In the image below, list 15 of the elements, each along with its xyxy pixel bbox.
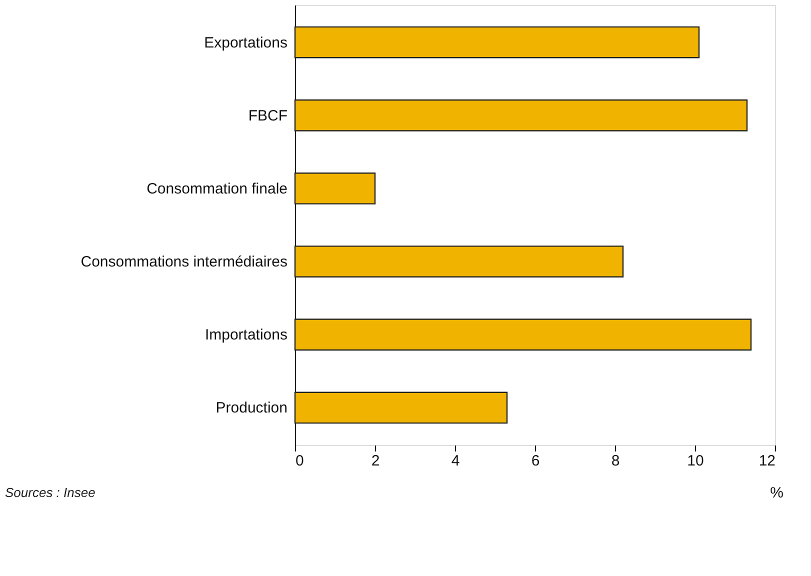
y-tick-label: Importations xyxy=(204,326,288,344)
y-tick-label: Consommation finale xyxy=(146,180,288,198)
y-tick-label: FBCF xyxy=(248,107,288,124)
y-tick-label: Exportations xyxy=(204,34,288,52)
y-tick-label: Consommations intermédiaires xyxy=(80,254,288,271)
x-tick-label: 10 xyxy=(687,452,704,470)
x-axis-title: % xyxy=(770,484,784,502)
x-tick-label: 2 xyxy=(371,452,380,470)
x-tick-label: 4 xyxy=(451,452,460,470)
x-tick-label: 12 xyxy=(758,452,776,470)
x-tick-label: 8 xyxy=(611,452,620,470)
x-tick-label: 6 xyxy=(531,452,540,470)
y-tick-label: Production xyxy=(216,400,288,417)
x-tick-label: 0 xyxy=(296,452,304,470)
source-note: Sources : Insee xyxy=(5,485,96,500)
